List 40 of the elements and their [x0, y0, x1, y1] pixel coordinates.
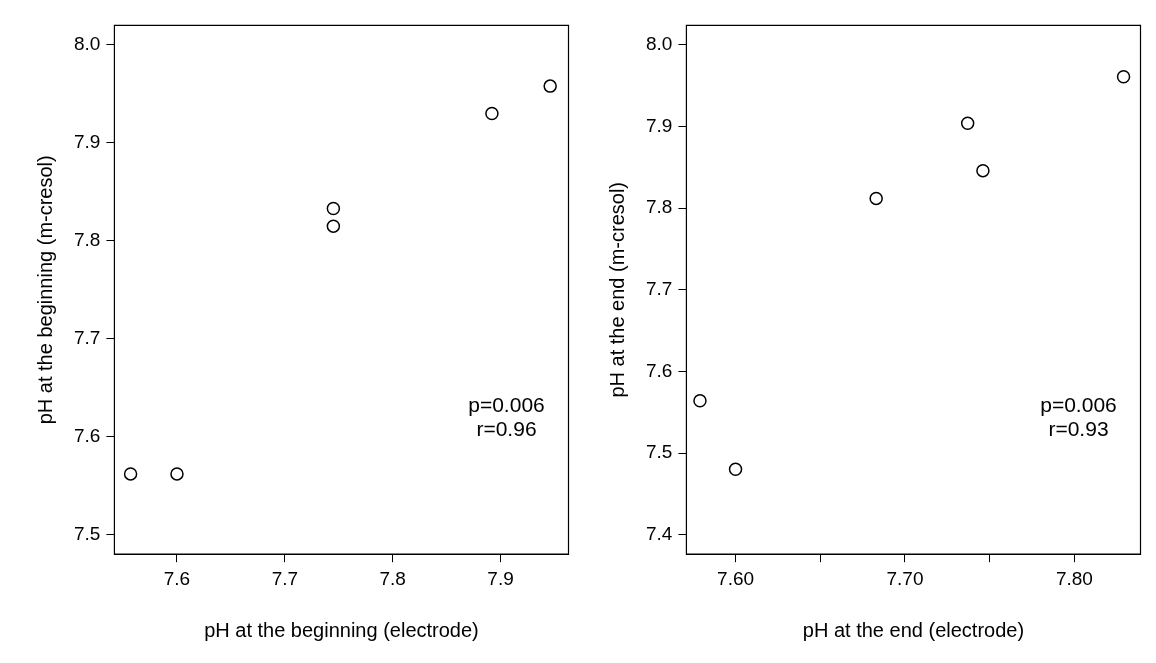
point: [485, 106, 499, 121]
point: [170, 467, 184, 481]
point: [543, 79, 557, 93]
x-axis-title: pH at the end (electrode): [802, 618, 1025, 641]
annotation: r=0.93: [1048, 416, 1109, 440]
point: [693, 394, 707, 408]
y-tick-label: 7.9: [73, 131, 101, 153]
y-tick-label: 8.0: [645, 33, 673, 55]
y-tick-label: 7.5: [645, 441, 673, 463]
x-tick-label: 7.70: [886, 567, 924, 589]
y-tick-label: 7.7: [73, 327, 101, 348]
y-tick-label: 7.8: [645, 196, 673, 218]
x-tick-label: 7.80: [1055, 567, 1093, 589]
point: [326, 201, 341, 216]
y-tick-label: 7.6: [645, 359, 673, 381]
y-tick-label: 7.7: [645, 278, 673, 300]
annotation: p=0.006: [468, 392, 545, 416]
y-tick-label: 8.0: [73, 33, 101, 55]
annotation: p=0.006: [1040, 392, 1117, 416]
annotation: r=0.96: [476, 416, 537, 440]
y-axis-title: pH at the end (m-cresol): [605, 181, 628, 398]
y-tick-label: 7.4: [645, 522, 673, 544]
y-axis-title: pH at the beginning (m-cresol): [33, 155, 56, 425]
y-tick-label: 7.8: [73, 229, 101, 251]
x-tick-label: 7.7: [271, 567, 299, 589]
y-tick-label: 7.5: [73, 522, 101, 544]
y-tick-label: 7.6: [73, 424, 101, 446]
point: [869, 191, 883, 206]
y-tick-label: 7.9: [645, 114, 673, 136]
point: [1116, 70, 1131, 84]
point: [123, 467, 138, 481]
point: [728, 462, 743, 477]
x-tick-label: 7.8: [379, 567, 406, 589]
point: [976, 163, 990, 178]
x-tick-label: 7.6: [163, 567, 191, 589]
point: [326, 219, 341, 233]
x-tick-label: 7.9: [487, 567, 514, 589]
x-axis-title: pH at the beginning (electrode): [204, 618, 479, 641]
point: [960, 116, 975, 131]
x-tick-label: 7.60: [717, 567, 755, 589]
